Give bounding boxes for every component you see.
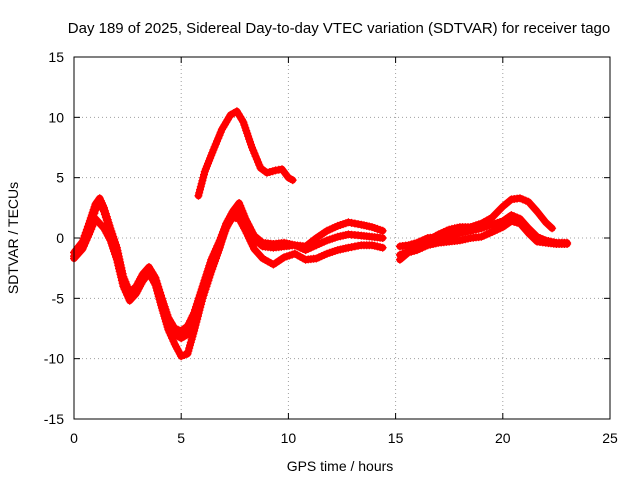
x-tick-label: 5 xyxy=(177,430,185,446)
y-tick-label: -10 xyxy=(44,351,64,367)
y-tick-label: 5 xyxy=(56,170,64,186)
x-axis-label: GPS time / hours xyxy=(287,458,394,474)
x-tick-label: 15 xyxy=(388,430,404,446)
x-tick-label: 10 xyxy=(281,430,297,446)
y-tick-label: 15 xyxy=(48,49,64,65)
y-tick-label: -15 xyxy=(44,411,64,427)
chart-title: Day 189 of 2025, Sidereal Day-to-day VTE… xyxy=(68,20,610,37)
x-tick-label: 0 xyxy=(70,430,78,446)
x-tick-label: 20 xyxy=(495,430,511,446)
y-tick-label: 0 xyxy=(56,230,64,246)
chart-canvas: Day 189 of 2025, Sidereal Day-to-day VTE… xyxy=(0,0,640,480)
y-axis-label: SDTVAR / TECUs xyxy=(5,182,21,294)
y-tick-label: 10 xyxy=(48,109,64,125)
y-tick-label: -5 xyxy=(52,290,65,306)
x-tick-label: 25 xyxy=(602,430,618,446)
